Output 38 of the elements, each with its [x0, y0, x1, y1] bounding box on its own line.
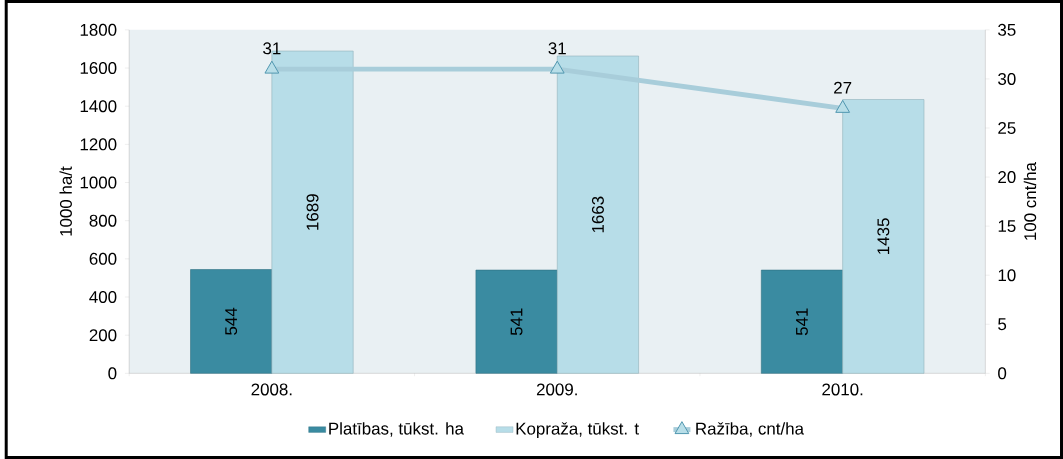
y-tick-label: 1200 — [80, 138, 117, 151]
y-tick-label: 800 — [89, 214, 117, 227]
data-label: 31 — [548, 42, 566, 55]
legend-label: Platības, tūkst. ha — [329, 422, 464, 437]
y2-tick-label: 5 — [998, 318, 1007, 331]
bar — [190, 269, 273, 374]
y-axis-title: 1000 ha/t — [59, 166, 72, 236]
x-tick-label: 2010. — [822, 383, 863, 396]
data-label: 27 — [834, 81, 852, 94]
y2-tick-label: 0 — [998, 367, 1007, 380]
y2-tick-label: 10 — [998, 269, 1016, 282]
y-tick-label: 1400 — [80, 100, 117, 113]
data-label: 31 — [263, 42, 281, 55]
y-tick-label: 0 — [108, 367, 117, 380]
data-label: 1689 — [306, 194, 319, 230]
y-tick-label: 1600 — [80, 62, 117, 75]
y2-tick-label: 25 — [998, 122, 1016, 135]
legend-label: Kopraža, tūkst. t — [516, 422, 639, 439]
y-tick-label: 1800 — [80, 23, 117, 36]
x-tick-label: 2008. — [251, 383, 292, 396]
y2-tick-label: 20 — [998, 171, 1016, 184]
data-label: 544 — [225, 307, 238, 335]
data-label: 541 — [510, 308, 523, 336]
y2-tick-label: 15 — [998, 220, 1016, 233]
bar — [761, 269, 843, 374]
bar — [475, 269, 558, 374]
data-label: 1663 — [591, 196, 604, 233]
data-label: 1435 — [877, 218, 890, 254]
y-tick-label: 400 — [89, 291, 117, 304]
y2-tick-label: 35 — [998, 23, 1016, 36]
x-tick-label: 2009. — [536, 383, 577, 396]
legend-label: Ražība, cnt/ha — [696, 422, 805, 437]
y-tick-label: 600 — [89, 252, 117, 265]
y2-tick-label: 30 — [998, 72, 1016, 85]
y-tick-label: 1000 — [80, 176, 117, 189]
data-label: 541 — [796, 308, 808, 336]
y-tick-label: 200 — [89, 329, 117, 342]
y2-axis-title: 100 cnt/ha — [1023, 162, 1037, 240]
